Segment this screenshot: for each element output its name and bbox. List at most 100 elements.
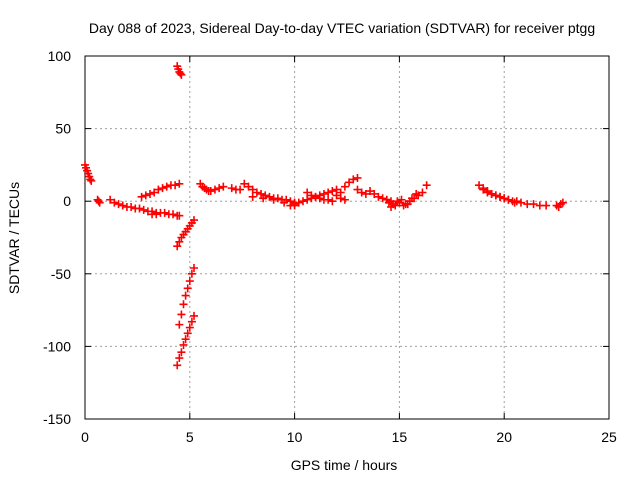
data-point — [171, 181, 180, 190]
data-point — [349, 175, 358, 184]
data-point — [139, 205, 148, 214]
data-point — [145, 189, 154, 198]
data-point — [160, 208, 169, 217]
series-arc-15 — [336, 173, 362, 197]
data-point — [378, 194, 387, 203]
x-tick-label: 25 — [601, 429, 617, 445]
data-point — [248, 192, 257, 201]
data-point — [154, 185, 163, 194]
series-arc-07 — [173, 216, 198, 251]
x-tick-label: 0 — [81, 429, 89, 445]
data-point — [177, 310, 186, 319]
x-tick-label: 5 — [186, 429, 194, 445]
y-tick-labels: 100 50 0 -50 -100 -150 — [43, 48, 71, 427]
data-point — [150, 188, 159, 197]
data-point — [496, 192, 505, 201]
data-point — [286, 201, 295, 210]
data-point — [311, 192, 320, 201]
data-point — [328, 197, 337, 206]
data-point — [173, 361, 182, 370]
data-point — [240, 179, 249, 188]
data-point — [183, 284, 192, 293]
data-point — [504, 195, 513, 204]
data-point — [179, 340, 188, 349]
series-arc-06 — [173, 62, 186, 79]
data-point — [106, 195, 115, 204]
axis-ticks — [84, 55, 610, 420]
data-point — [387, 203, 396, 212]
data-point — [290, 200, 299, 209]
data-point — [357, 188, 366, 197]
data-point — [175, 211, 184, 220]
y-tick-label: -150 — [43, 411, 71, 427]
data-point — [210, 185, 219, 194]
data-point — [353, 185, 362, 194]
data-point — [542, 201, 551, 210]
data-point — [340, 182, 349, 191]
y-tick-label: 100 — [48, 48, 72, 64]
series-arc-14 — [303, 188, 337, 206]
data-point — [152, 210, 161, 219]
data-point — [175, 179, 184, 188]
data-point — [206, 187, 215, 196]
data-point — [257, 189, 266, 198]
data-point — [175, 320, 184, 329]
data-point — [479, 185, 488, 194]
y-axis-label: SDTVAR / TECUs — [6, 182, 22, 294]
data-point — [173, 242, 182, 251]
x-tick-label: 20 — [496, 429, 512, 445]
data-point — [374, 192, 383, 201]
series-arc-19 — [387, 189, 421, 212]
data-point — [370, 189, 379, 198]
x-axis-label: GPS time / hours — [291, 457, 398, 473]
y-tick-label: 0 — [63, 193, 71, 209]
data-point — [366, 187, 375, 196]
data-point — [328, 187, 337, 196]
data-point — [227, 184, 236, 193]
data-point — [345, 178, 354, 187]
data-point — [127, 203, 136, 212]
data-point — [273, 194, 282, 203]
data-point — [158, 184, 167, 193]
data-point — [315, 194, 324, 203]
chart-title: Day 088 of 2023, Sidereal Day-to-day VTE… — [89, 20, 595, 36]
data-point — [395, 198, 404, 207]
data-point — [529, 200, 538, 209]
data-point — [303, 188, 312, 197]
data-point — [175, 237, 184, 246]
data-point — [185, 323, 194, 332]
data-point — [280, 198, 289, 207]
data-point — [219, 182, 228, 191]
data-point — [516, 198, 525, 207]
data-point — [340, 195, 349, 204]
data-point — [399, 201, 408, 210]
data-point — [332, 191, 341, 200]
x-tick-label: 15 — [392, 429, 408, 445]
data-point — [135, 204, 144, 213]
data-point — [189, 263, 198, 272]
series-arc-04 — [137, 179, 184, 201]
y-tick-label: 50 — [55, 121, 71, 137]
series-arc-21 — [479, 185, 521, 206]
data-point — [361, 189, 370, 198]
data-point — [236, 185, 245, 194]
data-point — [175, 354, 184, 363]
data-point — [185, 277, 194, 286]
data-point — [189, 216, 198, 225]
series-arc-02 — [93, 195, 104, 207]
data-point — [137, 192, 146, 201]
data-point — [141, 191, 150, 200]
y-tick-label: -50 — [51, 266, 71, 282]
data-point — [500, 194, 509, 203]
data-point — [94, 197, 103, 206]
data-point — [294, 198, 303, 207]
data-point — [118, 201, 127, 210]
data-point — [298, 197, 307, 206]
data-point — [303, 195, 312, 204]
data-point — [252, 188, 261, 197]
series-arc-09 — [173, 311, 198, 370]
data-point — [412, 189, 421, 198]
data-point — [215, 184, 224, 193]
data-point — [162, 182, 171, 191]
data-point — [475, 181, 484, 190]
